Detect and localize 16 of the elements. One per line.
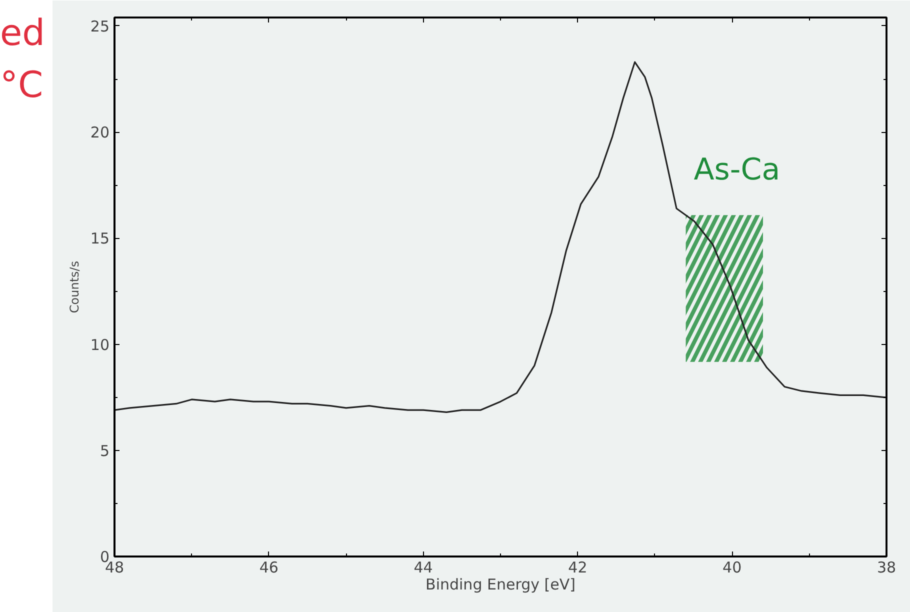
x-tick-label: 42 <box>568 558 588 576</box>
y-tick-label: 20 <box>90 124 110 142</box>
x-tick-label: 40 <box>722 558 742 576</box>
text: °C <box>0 64 44 108</box>
y-axis-title: Counts/s <box>67 260 82 314</box>
x-tick-label: 46 <box>259 558 278 576</box>
y-tick-label: 10 <box>90 336 110 354</box>
band-label: As-Ca <box>694 152 780 188</box>
x-tick-label: 38 <box>876 558 896 576</box>
y-tick-label: 5 <box>100 442 110 460</box>
y-tick-label: 15 <box>90 230 110 248</box>
line-series <box>114 61 886 413</box>
y-tick-label: 25 <box>90 17 110 36</box>
text: ed <box>0 12 45 56</box>
x-axis-title: Binding Energy [eV] <box>426 576 576 594</box>
x-tick-label: 44 <box>414 558 433 576</box>
